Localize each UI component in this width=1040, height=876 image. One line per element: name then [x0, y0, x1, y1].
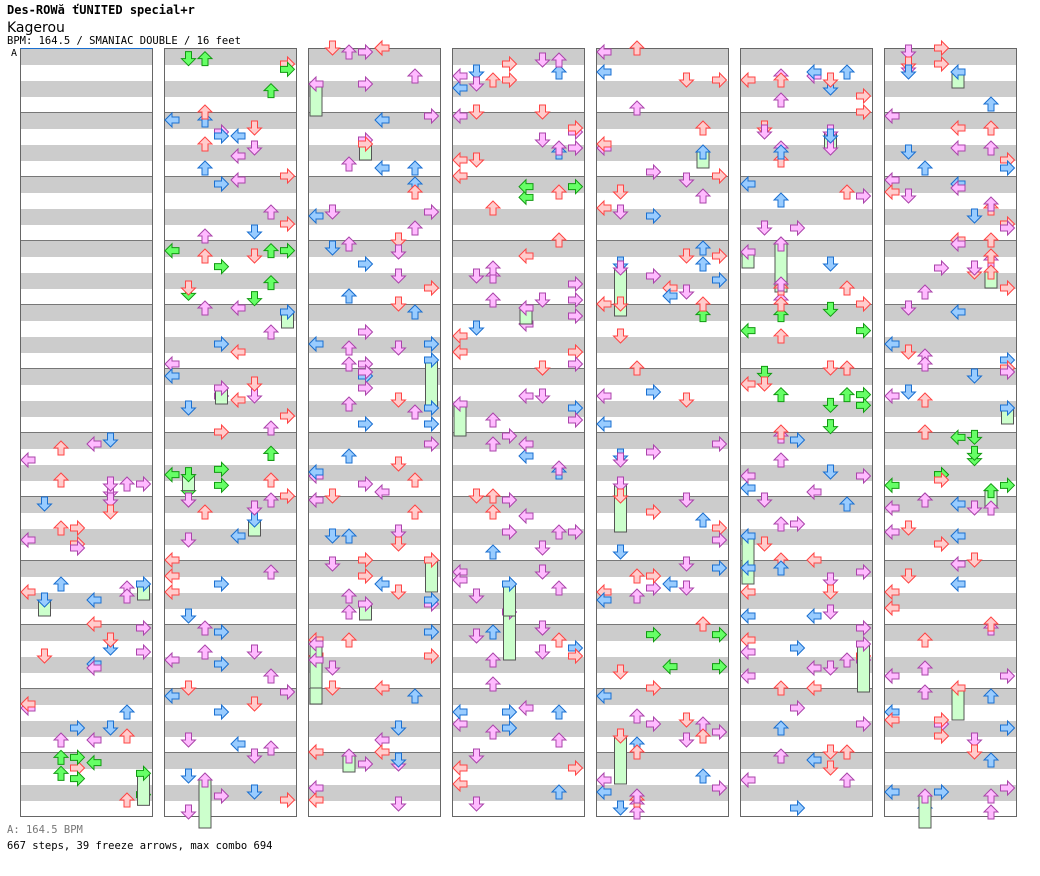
- measure-line: [453, 368, 584, 369]
- measure-line: [309, 240, 440, 241]
- measure-line: [21, 688, 152, 689]
- measure-line: [165, 624, 296, 625]
- measure-line: [741, 752, 872, 753]
- measure-line: [309, 560, 440, 561]
- measure-line: [741, 240, 872, 241]
- measure-line: [309, 304, 440, 305]
- measure-line: [453, 496, 584, 497]
- chart-stats: 667 steps, 39 freeze arrows, max combo 6…: [7, 840, 273, 852]
- measure-line: [453, 432, 584, 433]
- measure-line: [741, 624, 872, 625]
- measure-line: [165, 304, 296, 305]
- chart-column: [884, 48, 1017, 817]
- measure-line: [741, 432, 872, 433]
- measure-line: [597, 688, 728, 689]
- measure-line: [309, 624, 440, 625]
- section-label: A: [11, 48, 18, 59]
- measure-line: [165, 688, 296, 689]
- measure-line: [165, 560, 296, 561]
- measure-line: [741, 688, 872, 689]
- measure-line: [309, 176, 440, 177]
- measure-line: [21, 176, 152, 177]
- measure-line: [597, 112, 728, 113]
- chart-column: [308, 48, 441, 817]
- measure-line: [453, 560, 584, 561]
- measure-line: [597, 752, 728, 753]
- measure-line: [309, 688, 440, 689]
- measure-line: [597, 176, 728, 177]
- measure-line: [885, 240, 1016, 241]
- measure-line: [741, 176, 872, 177]
- chart-title: Des-ROWă ťUNITED special+r: [7, 3, 195, 17]
- measure-line: [165, 752, 296, 753]
- measure-line: [165, 112, 296, 113]
- measure-line: [885, 752, 1016, 753]
- measure-line: [453, 624, 584, 625]
- measure-line: [885, 112, 1016, 113]
- measure-line: [885, 432, 1016, 433]
- measure-line: [21, 752, 152, 753]
- measure-line: [309, 496, 440, 497]
- measure-line: [741, 496, 872, 497]
- measure-line: [21, 432, 152, 433]
- measure-line: [597, 432, 728, 433]
- measure-line: [885, 560, 1016, 561]
- measure-line: [21, 624, 152, 625]
- measure-line: [597, 560, 728, 561]
- measure-line: [165, 432, 296, 433]
- chart-column: [20, 48, 153, 817]
- bpm-line: A: 164.5 BPM: [7, 824, 83, 836]
- measure-line: [21, 496, 152, 497]
- measure-line: [21, 304, 152, 305]
- measure-line: [165, 240, 296, 241]
- measure-line: [885, 368, 1016, 369]
- measure-line: [21, 368, 152, 369]
- measure-line: [453, 176, 584, 177]
- measure-line: [453, 752, 584, 753]
- measure-line: [741, 368, 872, 369]
- measure-line: [21, 240, 152, 241]
- measure-line: [597, 240, 728, 241]
- measure-line: [453, 688, 584, 689]
- measure-line: [597, 368, 728, 369]
- chart-column: [164, 48, 297, 817]
- measure-line: [741, 560, 872, 561]
- song-name: Kagerou: [7, 20, 65, 36]
- measure-line: [597, 624, 728, 625]
- measure-line: [885, 304, 1016, 305]
- measure-line: [885, 624, 1016, 625]
- measure-line: [453, 112, 584, 113]
- measure-line: [597, 304, 728, 305]
- measure-line: [21, 112, 152, 113]
- measure-line: [165, 496, 296, 497]
- measure-line: [309, 368, 440, 369]
- measure-line: [309, 432, 440, 433]
- measure-line: [885, 176, 1016, 177]
- measure-line: [309, 112, 440, 113]
- measure-line: [885, 688, 1016, 689]
- chart-column: [596, 48, 729, 817]
- measure-line: [885, 496, 1016, 497]
- chart-column: [452, 48, 585, 817]
- chart-info: BPM: 164.5 / SMANIAC DOUBLE / 16 feet: [7, 35, 241, 47]
- measure-line: [597, 496, 728, 497]
- chart-column: [740, 48, 873, 817]
- measure-line: [309, 752, 440, 753]
- measure-line: [21, 560, 152, 561]
- measure-line: [165, 368, 296, 369]
- measure-line: [165, 176, 296, 177]
- measure-line: [741, 112, 872, 113]
- measure-line: [453, 240, 584, 241]
- measure-line: [453, 304, 584, 305]
- measure-line: [741, 304, 872, 305]
